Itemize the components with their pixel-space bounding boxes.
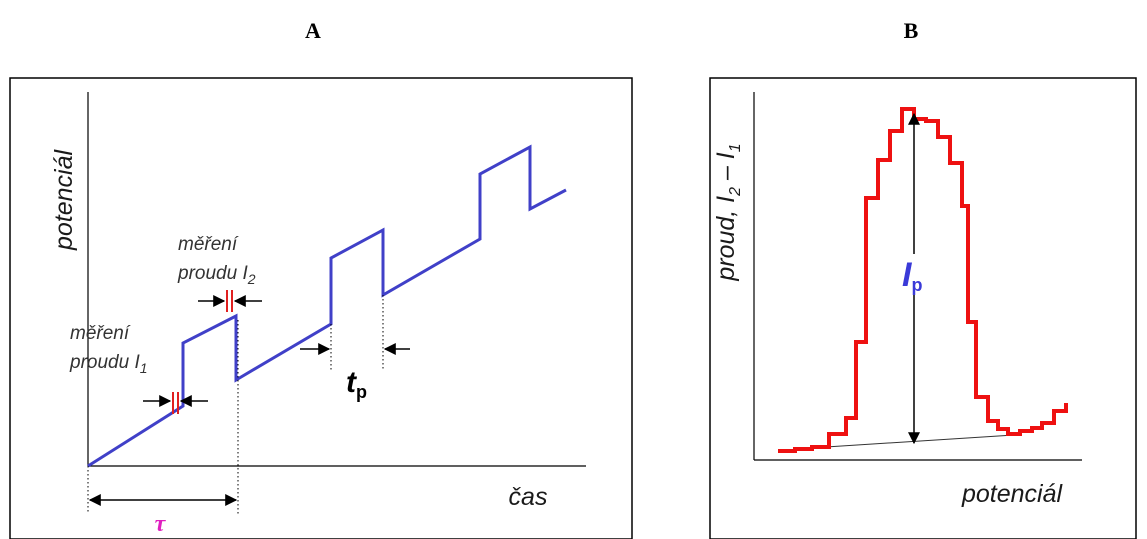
measure-i2-line2: proudu I2 [177, 263, 256, 287]
measure-i2-line1: měření [178, 234, 239, 255]
panel-a-x-label: čas [509, 483, 548, 511]
panel-b: proud, I2 – I1 potenciál Ip [709, 77, 1137, 539]
tp-label: tp [346, 366, 367, 402]
response-staircase [778, 107, 1068, 453]
panel-a: potenciál čas τ tp měření proudu I2 měře… [9, 77, 633, 539]
panel-a-frame [9, 77, 633, 539]
ip-sub: p [911, 275, 922, 295]
panel-b-frame [709, 77, 1137, 539]
pulse-waveform [87, 144, 567, 468]
response-baseline [794, 434, 1015, 450]
measure-i1-line2: proudu I1 [69, 352, 148, 376]
tau-label: τ [155, 511, 167, 537]
measure-i1-line1: měření [70, 323, 131, 344]
tp-main: t [346, 366, 358, 399]
ip-main: I [902, 256, 913, 294]
panel-a-y-label: potenciál [50, 149, 78, 252]
ip-label-bg [897, 254, 931, 294]
panel-a-label: A [305, 18, 321, 43]
ip-label: Ip [902, 256, 922, 295]
panel-b-x-label: potenciál [961, 480, 1064, 508]
panel-b-y-label: proud, I2 – I1 [712, 143, 744, 281]
tp-sub: p [356, 382, 367, 402]
panel-b-label: B [904, 18, 919, 43]
